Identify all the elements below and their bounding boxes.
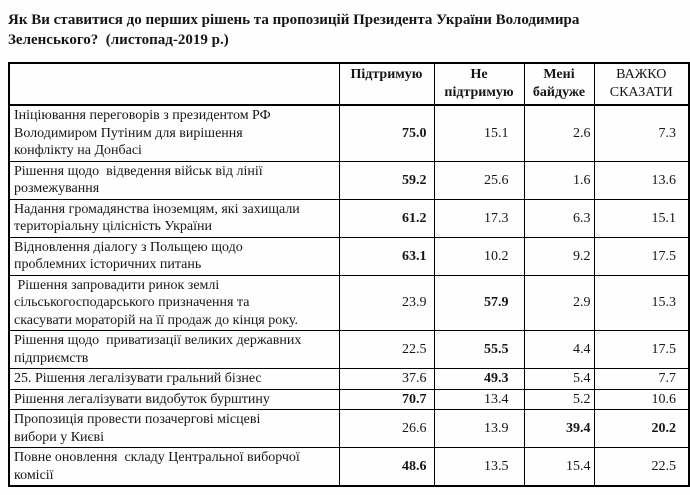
value-cell: 4.4 bbox=[523, 330, 595, 369]
page-title: Як Ви ставитися до перших рішень та проп… bbox=[8, 12, 584, 48]
value-cell: 6.3 bbox=[523, 198, 595, 238]
value-cell: 1.6 bbox=[523, 160, 595, 200]
value-cell: 25.6 bbox=[433, 160, 525, 200]
value-cell: 13.9 bbox=[433, 409, 525, 448]
value-cell: 5.2 bbox=[523, 388, 595, 410]
header-cell: Мені байдуже bbox=[523, 62, 595, 106]
row-label: Повне оновлення складу Центральної вибор… bbox=[8, 447, 340, 487]
value-cell: 7.3 bbox=[593, 104, 690, 162]
value-cell: 9.2 bbox=[523, 236, 595, 276]
row-label: Ініціювання переговорів з президентом РФ… bbox=[8, 104, 340, 162]
table-row: 25. Рішення легалізувати гральний бізнес… bbox=[8, 368, 690, 390]
table-row: Ініціювання переговорів з президентом РФ… bbox=[8, 104, 690, 162]
value-cell: 75.0 bbox=[338, 104, 435, 162]
value-cell: 57.9 bbox=[433, 274, 525, 331]
row-label: Рішення запровадити ринок землі сільсько… bbox=[8, 274, 340, 331]
value-cell: 7.7 bbox=[593, 368, 690, 390]
value-cell: 17.5 bbox=[593, 236, 690, 276]
results-table-header: Підтримую Не підтримую Мені байдуже ВАЖКО С… bbox=[8, 62, 690, 106]
table-row: Повне оновлення складу Центральної вибор… bbox=[8, 447, 690, 487]
table-row: Надання громадянства іноземцям, які захи… bbox=[8, 198, 690, 238]
survey-results-table: Підтримую Не підтримую Мені байдуже ВАЖКО С… bbox=[8, 62, 690, 487]
value-cell: 39.4 bbox=[523, 409, 595, 448]
row-label: Пропозиція провести позачергові місцеві … bbox=[8, 409, 340, 448]
row-label: Рішення легалізувати видобуток бурштину bbox=[8, 388, 340, 410]
value-cell: 37.6 bbox=[338, 368, 435, 390]
value-cell: 5.4 bbox=[523, 368, 595, 390]
value-cell: 10.6 bbox=[593, 388, 690, 410]
table-row: Рішення запровадити ринок землі сільсько… bbox=[8, 274, 690, 331]
value-cell: 55.5 bbox=[433, 330, 525, 369]
row-label: Відновлення діалогу з Польщею щодо пробл… bbox=[8, 236, 340, 276]
value-cell: 49.3 bbox=[433, 368, 525, 390]
results-table-body: Ініціювання переговорів з президентом РФ… bbox=[8, 104, 690, 487]
header-cell: Не підтримую bbox=[433, 62, 525, 106]
value-cell: 15.1 bbox=[433, 104, 525, 162]
value-cell: 59.2 bbox=[338, 160, 435, 200]
value-cell: 2.6 bbox=[523, 104, 595, 162]
value-cell: 48.6 bbox=[338, 447, 435, 487]
row-label: Рішення щодо приватизації великих держав… bbox=[8, 330, 340, 369]
header-cell: Підтримую bbox=[338, 62, 435, 106]
value-cell: 26.6 bbox=[338, 409, 435, 448]
table-row: Відновлення діалогу з Польщею щодо пробл… bbox=[8, 236, 690, 276]
value-cell: 61.2 bbox=[338, 198, 435, 238]
value-cell: 13.6 bbox=[593, 160, 690, 200]
header-cell: ВАЖКО СКАЗАТИ bbox=[593, 62, 690, 106]
table-row: Рішення щодо приватизації великих держав… bbox=[8, 330, 690, 369]
value-cell: 10.2 bbox=[433, 236, 525, 276]
value-cell: 20.2 bbox=[593, 409, 690, 448]
value-cell: 15.4 bbox=[523, 447, 595, 487]
value-cell: 15.1 bbox=[593, 198, 690, 238]
row-label: 25. Рішення легалізувати гральний бізнес bbox=[8, 368, 340, 390]
header-cell-empty bbox=[8, 62, 340, 106]
value-cell: 22.5 bbox=[338, 330, 435, 369]
table-row: Рішення щодо відведення військ від лінії… bbox=[8, 160, 690, 200]
value-cell: 13.5 bbox=[433, 447, 525, 487]
row-label: Рішення щодо відведення військ від лінії… bbox=[8, 160, 340, 200]
value-cell: 23.9 bbox=[338, 274, 435, 331]
value-cell: 15.3 bbox=[593, 274, 690, 331]
value-cell: 63.1 bbox=[338, 236, 435, 276]
value-cell: 13.4 bbox=[433, 388, 525, 410]
value-cell: 2.9 bbox=[523, 274, 595, 331]
header-row: Підтримую Не підтримую Мені байдуже ВАЖКО С… bbox=[8, 62, 690, 106]
table-row: Пропозиція провести позачергові місцеві … bbox=[8, 409, 690, 448]
row-label: Надання громадянства іноземцям, які захи… bbox=[8, 198, 340, 238]
value-cell: 17.3 bbox=[433, 198, 525, 238]
value-cell: 22.5 bbox=[593, 447, 690, 487]
table-row: Рішення легалізувати видобуток бурштину 7… bbox=[8, 388, 690, 410]
value-cell: 17.5 bbox=[593, 330, 690, 369]
value-cell: 70.7 bbox=[338, 388, 435, 410]
